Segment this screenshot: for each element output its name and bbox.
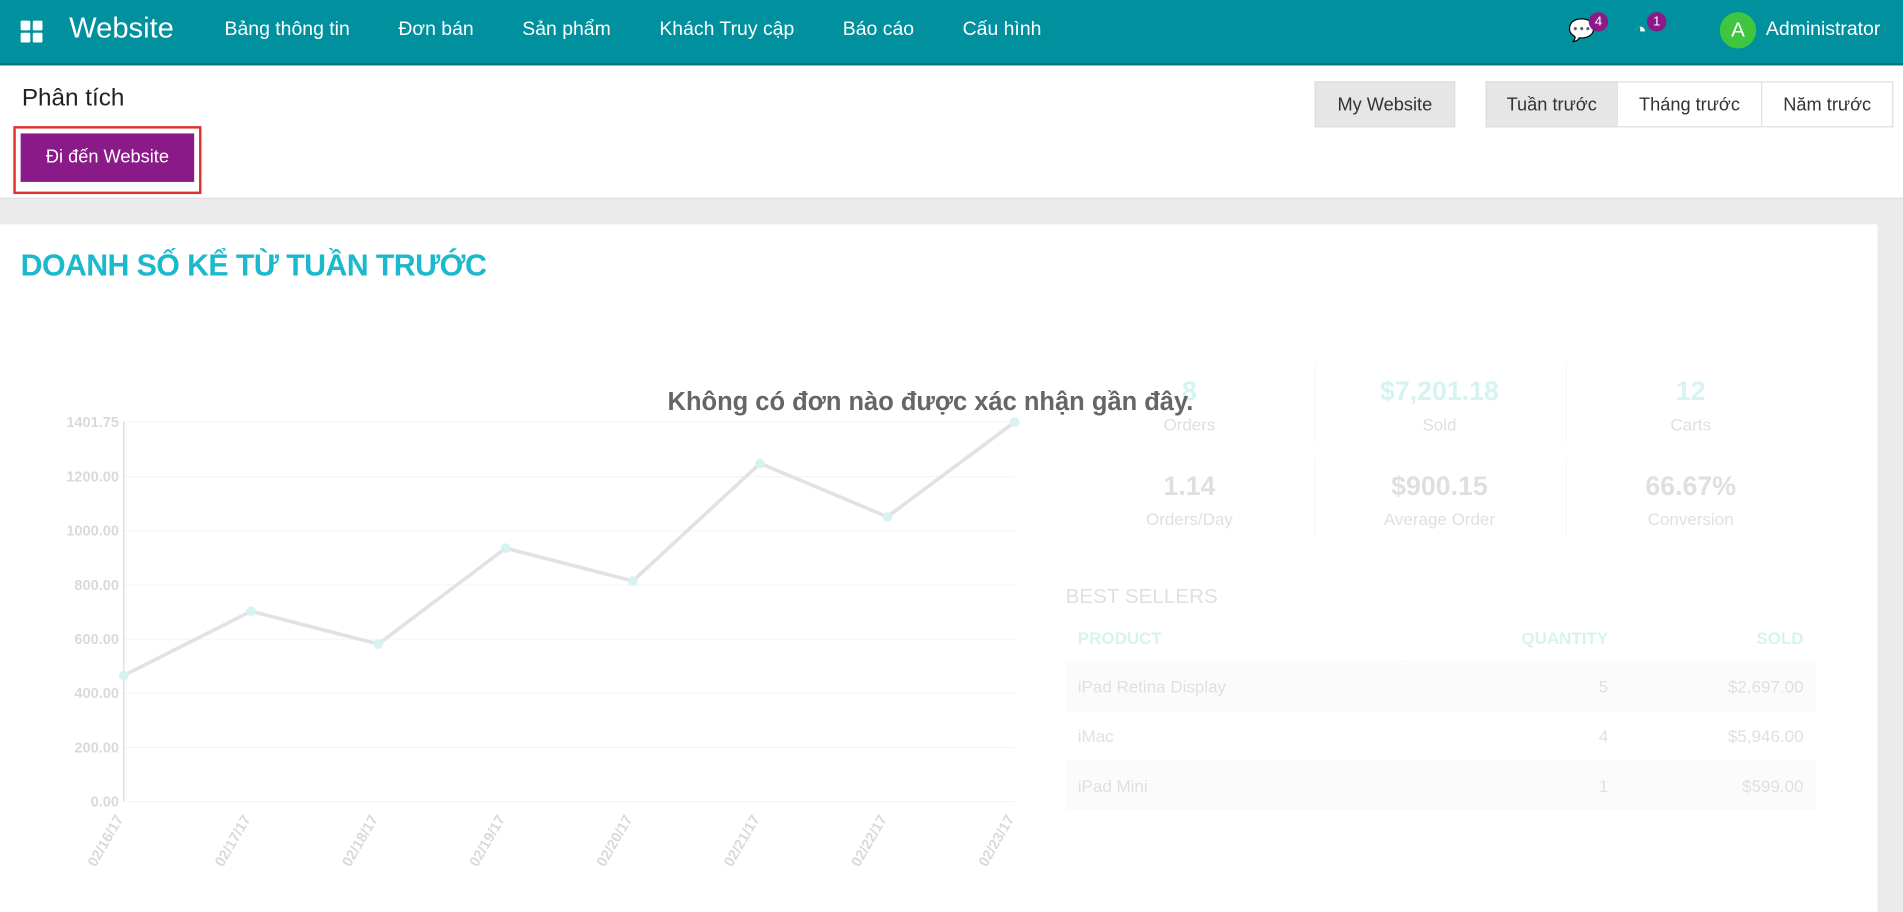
control-panel: Phân tích Đi đến Website My Website Tuần…	[0, 65, 1903, 199]
data-point	[373, 639, 384, 649]
kpi-value: 8	[1181, 375, 1197, 407]
menu-dashboard[interactable]: Bảng thông tin	[224, 19, 350, 41]
website-select-button[interactable]: My Website	[1314, 81, 1456, 128]
kpi-orders: 8 Orders	[1064, 376, 1314, 434]
y-tick-label: 400.00	[74, 686, 119, 702]
kpi-average-order: $900.15 Average Order	[1314, 471, 1564, 529]
kpi-label: Conversion	[1647, 509, 1734, 529]
kpi-carts: 12 Carts	[1566, 376, 1816, 434]
period-last-year[interactable]: Năm trước	[1761, 81, 1894, 128]
data-point	[500, 543, 511, 554]
col-quantity: QUANTITY	[1521, 628, 1609, 648]
x-tick-label: 02/23/17	[976, 813, 1018, 870]
activities-badge: 1	[1646, 12, 1667, 32]
x-tick-label: 02/21/17	[721, 813, 763, 870]
cell-sold: $599.00	[1620, 760, 1816, 811]
kpi-label: Average Order	[1383, 509, 1496, 529]
data-point	[1009, 417, 1020, 427]
empty-message: Không có đơn nào được xác nhận gần đây.	[667, 388, 1194, 416]
clock-icon[interactable]: ◔	[1633, 18, 1647, 43]
x-tick-label: 02/20/17	[594, 813, 636, 870]
kpi-value: $7,201.18	[1380, 375, 1499, 407]
col-sold: SOLD	[1756, 628, 1804, 648]
cell-product: iPad Mini	[1065, 760, 1404, 811]
menu-visitors[interactable]: Khách Truy cập	[659, 19, 795, 41]
cell-product: iMac	[1065, 710, 1404, 762]
cell-quantity: 1	[1403, 760, 1621, 811]
sales-line-chart: 0.00 200.00 400.00 600.00 800.00 1000.00 1200.…	[66, 415, 1020, 870]
table-header: PRODUCT QUANTITY SOLD	[1066, 615, 1816, 662]
x-tick-label: 02/16/17	[85, 813, 127, 870]
dashboard-heading: DOANH SỐ KỂ TỪ TUẦN TRƯỚC	[20, 248, 487, 283]
menu-config[interactable]: Cấu hình	[962, 19, 1042, 41]
top-navbar: Website Bảng thông tin Đơn bán Sản phẩm …	[0, 0, 1903, 66]
user-menu[interactable]: Administrator	[1765, 19, 1881, 41]
kpi-label: Carts	[1670, 414, 1711, 435]
col-product: PRODUCT	[1077, 628, 1162, 648]
menu-products[interactable]: Sản phẩm	[522, 19, 611, 41]
avatar[interactable]: A	[1719, 12, 1757, 49]
kpi-label: Orders	[1163, 414, 1216, 435]
y-tick-label: 1200.00	[66, 470, 119, 486]
messages-badge: 4	[1588, 12, 1609, 32]
y-tick-label: 600.00	[74, 632, 119, 648]
kpi-value: 66.67%	[1645, 470, 1736, 501]
y-tick-label: 200.00	[74, 740, 119, 756]
kpi-value: 1.14	[1163, 470, 1216, 501]
apps-menu-icon[interactable]	[20, 20, 43, 43]
go-to-website-button[interactable]: Đi đến Website	[20, 133, 195, 182]
cell-product: iPad Retina Display	[1065, 660, 1404, 712]
cell-quantity: 5	[1403, 660, 1621, 712]
kpi-sold: $7,201.18 Sold	[1314, 376, 1564, 434]
table-row: iMac 4 $5,946.00	[1065, 710, 1816, 762]
kpi-label: Orders/Day	[1145, 509, 1233, 529]
divider	[1314, 363, 1316, 443]
data-point	[628, 576, 638, 586]
period-last-week[interactable]: Tuần trước	[1485, 81, 1618, 128]
table-row: iPad Retina Display 5 $2,697.00	[1065, 660, 1816, 712]
divider	[1565, 458, 1567, 538]
cell-sold: $5,946.00	[1620, 710, 1816, 762]
dashboard-card: DOANH SỐ KỂ TỪ TUẦN TRƯỚC 0.00 200.00 400.…	[0, 224, 1878, 912]
sample-data-overlay: 0.00 200.00 400.00 600.00 800.00 1000.00 1200.…	[0, 224, 1878, 912]
data-point	[118, 670, 129, 681]
menu-reports[interactable]: Báo cáo	[842, 19, 915, 41]
cell-sold: $2,697.00	[1620, 660, 1816, 712]
y-tick-label: 0.00	[91, 795, 119, 811]
best-sellers-table: PRODUCT QUANTITY SOLD iPad Retina Display 5…	[1065, 615, 1816, 811]
data-point	[246, 606, 256, 617]
divider	[1565, 363, 1567, 443]
data-point	[755, 458, 765, 469]
x-tick-label: 02/22/17	[849, 813, 891, 870]
highlight-box: Đi đến Website	[13, 126, 202, 195]
x-tick-label: 02/18/17	[340, 813, 382, 870]
series-line	[122, 420, 1016, 678]
best-sellers-title: BEST SELLERS	[1065, 584, 1218, 608]
kpi-value: 12	[1675, 375, 1706, 407]
page-title: Phân tích	[21, 84, 125, 112]
y-tick-label: 1000.00	[66, 524, 119, 540]
main-menu: Bảng thông tin Đơn bán Sản phẩm Khách Tr…	[225, 19, 1090, 41]
kpi-value: $900.15	[1391, 470, 1488, 501]
kpi-orders-per-day: 1.14 Orders/Day	[1064, 471, 1314, 529]
table-row: iPad Mini 1 $599.00	[1065, 760, 1816, 811]
data-point	[882, 511, 893, 522]
divider	[1314, 458, 1316, 538]
kpi-conversion: 66.67% Conversion	[1566, 471, 1816, 529]
x-tick-label: 02/19/17	[467, 813, 509, 870]
cell-quantity: 4	[1403, 710, 1621, 762]
x-tick-label: 02/17/17	[212, 813, 254, 870]
app-title: Website	[69, 12, 174, 45]
period-last-month[interactable]: Tháng trước	[1616, 81, 1763, 128]
menu-orders[interactable]: Đơn bán	[398, 19, 474, 41]
y-tick-label: 800.00	[74, 578, 119, 594]
kpi-label: Sold	[1422, 414, 1457, 435]
y-tick-label: 1401.75	[66, 415, 119, 431]
